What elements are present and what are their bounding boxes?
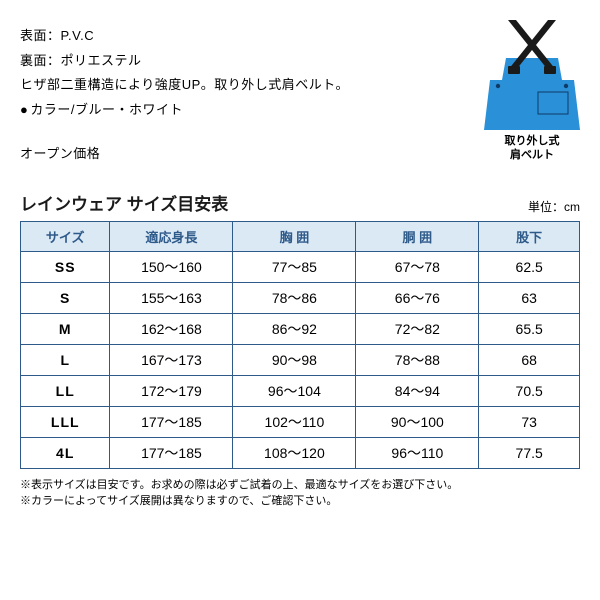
size-cell: 108〜120	[233, 437, 356, 468]
table-row: L167〜17390〜9878〜8868	[21, 344, 580, 375]
table-row: S155〜16378〜8666〜7663	[21, 282, 580, 313]
figure-caption-line1: 取り外し式	[505, 135, 560, 147]
size-cell: 65.5	[479, 313, 580, 344]
size-cell: 96〜110	[356, 437, 479, 468]
size-th: 適応身長	[110, 221, 233, 251]
size-th: 胸 囲	[233, 221, 356, 251]
size-unit: 単位：cm	[528, 198, 580, 215]
size-th: 胴 囲	[356, 221, 479, 251]
size-th: サイズ	[21, 221, 110, 251]
size-note-line: ※カラーによってサイズ展開は異なりますので、ご確認下さい。	[20, 493, 580, 510]
size-cell: 78〜88	[356, 344, 479, 375]
size-cell: 155〜163	[110, 282, 233, 313]
size-cell: 96〜104	[233, 375, 356, 406]
size-table-body: SS150〜16077〜8567〜7862.5S155〜16378〜8666〜7…	[21, 251, 580, 468]
table-row: LLL177〜185102〜11090〜10073	[21, 406, 580, 437]
size-cell: 90〜100	[356, 406, 479, 437]
shoulder-belt-diagram	[484, 20, 580, 130]
size-th: 股下	[479, 221, 580, 251]
size-note-line: ※表示サイズは目安です。お求めの際は必ずご試着の上、最適なサイズをお選び下さい。	[20, 477, 580, 494]
size-cell: 77〜85	[233, 251, 356, 282]
size-header: レインウェア サイズ目安表 単位：cm	[20, 190, 580, 215]
size-table-header-row: サイズ適応身長胸 囲胴 囲股下	[21, 221, 580, 251]
size-cell-size: SS	[21, 251, 110, 282]
size-cell: 62.5	[479, 251, 580, 282]
size-cell-size: M	[21, 313, 110, 344]
size-cell: 67〜78	[356, 251, 479, 282]
size-cell-size: L	[21, 344, 110, 375]
size-cell: 102〜110	[233, 406, 356, 437]
size-notes: ※表示サイズは目安です。お求めの際は必ずご試着の上、最適なサイズをお選び下さい。…	[20, 477, 580, 510]
size-cell-size: LL	[21, 375, 110, 406]
size-cell: 78〜86	[233, 282, 356, 313]
size-cell: 66〜76	[356, 282, 479, 313]
table-row: M162〜16886〜9272〜8265.5	[21, 313, 580, 344]
size-title: レインウェア サイズ目安表	[20, 190, 228, 215]
size-cell: 84〜94	[356, 375, 479, 406]
table-row: 4L177〜185108〜12096〜11077.5	[21, 437, 580, 468]
size-cell-size: S	[21, 282, 110, 313]
size-cell: 86〜92	[233, 313, 356, 344]
size-cell: 68	[479, 344, 580, 375]
size-cell: 177〜185	[110, 437, 233, 468]
figure-caption: 取り外し式 肩ベルト	[482, 134, 582, 163]
size-cell-size: LLL	[21, 406, 110, 437]
table-row: LL172〜17996〜10484〜9470.5	[21, 375, 580, 406]
figure-caption-line2: 肩ベルト	[510, 149, 554, 161]
table-row: SS150〜16077〜8567〜7862.5	[21, 251, 580, 282]
size-cell: 162〜168	[110, 313, 233, 344]
size-section: レインウェア サイズ目安表 単位：cm サイズ適応身長胸 囲胴 囲股下 SS15…	[20, 190, 580, 510]
size-cell: 70.5	[479, 375, 580, 406]
size-cell: 73	[479, 406, 580, 437]
size-table: サイズ適応身長胸 囲胴 囲股下 SS150〜16077〜8567〜7862.5S…	[20, 221, 580, 469]
size-cell: 63	[479, 282, 580, 313]
size-cell: 90〜98	[233, 344, 356, 375]
size-cell-size: 4L	[21, 437, 110, 468]
size-cell: 77.5	[479, 437, 580, 468]
size-cell: 150〜160	[110, 251, 233, 282]
product-figure: 取り外し式 肩ベルト	[482, 20, 582, 163]
size-cell: 167〜173	[110, 344, 233, 375]
size-cell: 177〜185	[110, 406, 233, 437]
size-cell: 72〜82	[356, 313, 479, 344]
size-cell: 172〜179	[110, 375, 233, 406]
